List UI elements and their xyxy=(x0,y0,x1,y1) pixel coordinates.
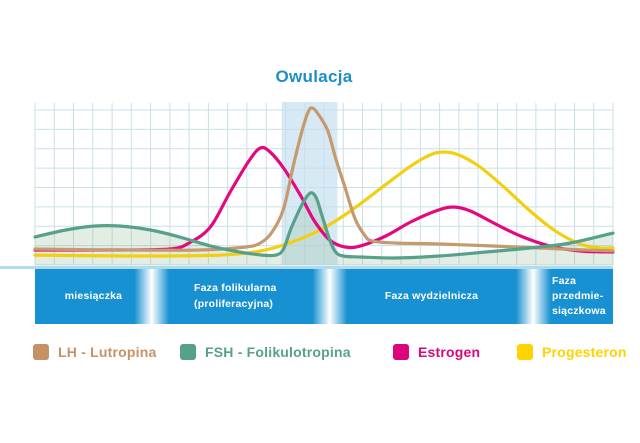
legend-item-progesteron: Progesteron xyxy=(517,344,627,360)
phase-label-menstruation: miesiączka xyxy=(64,289,123,302)
legend-swatch-progesteron-icon xyxy=(517,344,533,360)
legend-label-estrogen: Estrogen xyxy=(418,344,481,360)
phase-label-secretory: Faza wydzielnicza xyxy=(384,289,479,302)
legend-label-lh: LH - Lutropina xyxy=(58,344,157,360)
phase-label-follicular: Faza folikularna (proliferacyjna) xyxy=(194,282,277,310)
legend-item-fsh: FSH - Folikulotropina xyxy=(180,344,351,360)
phase-label-premenstrual: Faza przedmie- siączkowa xyxy=(552,274,606,318)
series-line-lh xyxy=(33,106,615,253)
series-line-fsh xyxy=(33,191,615,260)
baseline-accent-line xyxy=(0,266,613,269)
legend-item-estrogen: Estrogen xyxy=(393,344,480,360)
legend-label-fsh: FSH - Folikulotropina xyxy=(205,344,351,360)
cycle-phase-bar: miesiączka Faza folikularna (proliferacy… xyxy=(35,269,613,324)
legend-swatch-lh-icon xyxy=(33,344,49,360)
legend: LH - Lutropina FSH - Folikulotropina Est… xyxy=(0,344,640,364)
legend-item-lh: LH - Lutropina xyxy=(33,344,156,360)
chart-title: Owulacja xyxy=(275,67,353,86)
legend-label-progesteron: Progesteron xyxy=(542,344,627,360)
legend-swatch-estrogen-icon xyxy=(393,344,409,360)
legend-swatch-fsh-icon xyxy=(180,344,196,360)
